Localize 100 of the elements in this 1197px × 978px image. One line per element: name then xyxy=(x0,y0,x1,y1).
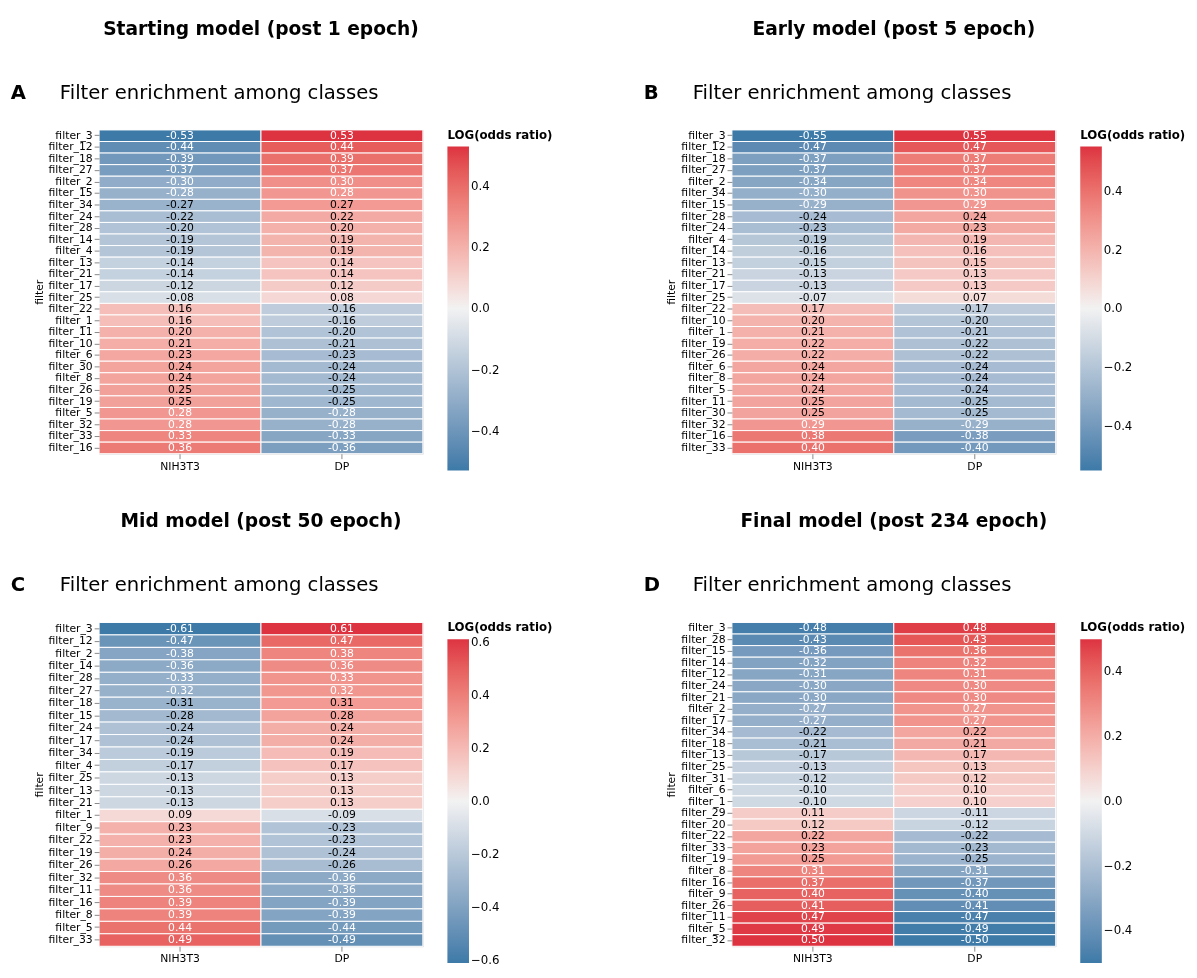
y-tick-label: filter_15 xyxy=(48,708,93,722)
y-tick-label: filter_29 xyxy=(681,806,726,820)
data-label: -0.25 xyxy=(960,406,989,420)
data-label: -0.08 xyxy=(166,290,195,304)
text: A xyxy=(10,80,27,104)
data-label: 0.10 xyxy=(962,783,987,797)
data-label: -0.25 xyxy=(960,852,989,866)
y-tick-label: filter_14 xyxy=(681,244,726,258)
data-label: 0.10 xyxy=(962,794,987,808)
data-label: 0.38 xyxy=(329,646,355,660)
y-tick-label: filter_28 xyxy=(48,671,93,685)
y-tick-label: filter_8 xyxy=(55,371,93,385)
data-label: 0.36 xyxy=(168,883,193,897)
data-label: -0.30 xyxy=(798,679,827,693)
y-tick-label: filter_13 xyxy=(681,748,726,762)
data-label: 0.08 xyxy=(329,290,355,304)
data-label: 0.37 xyxy=(962,163,987,177)
data-label: 0.30 xyxy=(962,186,987,200)
color-bar-label: 0.4 xyxy=(1103,664,1123,679)
y-tick-label: filter_18 xyxy=(681,736,726,750)
data-label: 0.22 xyxy=(800,348,825,362)
color-bar-label: 0.0 xyxy=(470,301,490,316)
data-label: -0.30 xyxy=(166,174,195,188)
y-tick-label: filter_22 xyxy=(681,829,726,843)
data-label: -0.13 xyxy=(166,783,194,797)
data-label: 0.24 xyxy=(329,721,355,735)
y-tick-label: filter_25 xyxy=(48,771,93,785)
y-tick-label: filter_3 xyxy=(55,621,93,635)
data-label: 0.37 xyxy=(329,163,354,177)
y-tick-label: filter_34 xyxy=(681,725,726,739)
data-label: 0.15 xyxy=(962,255,987,269)
data-label: -0.24 xyxy=(960,383,989,397)
data-label: -0.29 xyxy=(798,198,827,212)
data-label: 0.50 xyxy=(800,933,826,947)
data-label: -0.13 xyxy=(166,795,194,809)
color-bar-label: 0.4 xyxy=(470,687,490,702)
color-bar-title: LOG(odds ratio) xyxy=(1080,620,1186,635)
data-label: -0.37 xyxy=(166,163,194,177)
data-label: -0.27 xyxy=(798,702,827,716)
data-label: -0.32 xyxy=(166,683,194,697)
y-tick-label: filter_26 xyxy=(681,348,726,362)
data-label: -0.36 xyxy=(327,440,357,454)
color-bar-label: −0.2 xyxy=(470,362,500,377)
y-tick-label: filter_21 xyxy=(48,267,93,281)
data-label: 0.12 xyxy=(962,771,987,785)
data-label: 0.55 xyxy=(962,128,987,142)
data-label: -0.22 xyxy=(166,209,194,223)
data-label: -0.31 xyxy=(166,696,194,710)
data-label: 0.13 xyxy=(962,759,987,773)
data-label: -0.19 xyxy=(166,244,195,258)
data-label: -0.23 xyxy=(798,221,827,235)
data-label: -0.37 xyxy=(960,875,989,889)
y-tick-label: filter_34 xyxy=(681,186,726,200)
data-label: 0.29 xyxy=(962,198,987,212)
data-label: -0.20 xyxy=(960,313,989,327)
data-label: 0.27 xyxy=(962,702,987,716)
data-label: -0.61 xyxy=(166,621,194,635)
data-label: -0.40 xyxy=(960,887,989,901)
data-label: 0.25 xyxy=(168,394,193,408)
data-label: 0.20 xyxy=(168,325,193,339)
data-label: -0.28 xyxy=(327,406,357,420)
data-label: 0.12 xyxy=(800,817,825,831)
data-label: -0.21 xyxy=(798,736,827,750)
x-tick-label: DP xyxy=(334,459,350,473)
data-label: -0.33 xyxy=(166,671,194,685)
y-tick-label: filter_9 xyxy=(688,887,726,901)
y-tick-label: filter_27 xyxy=(681,163,726,177)
y-tick-label: filter_20 xyxy=(681,817,726,831)
text: B xyxy=(643,80,659,104)
color-bar-label: 0.0 xyxy=(1103,793,1123,808)
x-tick-label: NIH3T3 xyxy=(793,459,833,473)
data-label: 0.21 xyxy=(800,325,825,339)
chart-title: Mid model (post 50 epoch) xyxy=(120,510,402,532)
data-label: -0.25 xyxy=(960,394,989,408)
data-label: -0.16 xyxy=(798,244,827,258)
text: C xyxy=(10,573,26,597)
data-label: 0.23 xyxy=(168,348,193,362)
data-label: 0.39 xyxy=(329,151,355,165)
data-label: 0.07 xyxy=(962,290,987,304)
data-label: 0.13 xyxy=(962,278,987,292)
data-label: 0.27 xyxy=(329,198,354,212)
data-label: -0.16 xyxy=(327,313,357,327)
y-tick-label: filter_3 xyxy=(688,128,726,142)
data-label: -0.50 xyxy=(960,933,989,947)
y-tick-label: filter_3 xyxy=(55,128,93,142)
data-label: -0.13 xyxy=(798,278,827,292)
data-label: 0.16 xyxy=(168,302,193,316)
y-axis-title: filter xyxy=(665,279,679,305)
color-bar-label: 0.4 xyxy=(470,179,490,194)
data-label: 0.22 xyxy=(962,725,987,739)
data-label: -0.13 xyxy=(798,759,827,773)
data-label: -0.23 xyxy=(960,840,989,854)
data-label: 0.24 xyxy=(168,845,193,859)
y-tick-label: filter_16 xyxy=(48,895,93,909)
y-tick-label: filter_11 xyxy=(681,394,726,408)
data-label: 0.44 xyxy=(168,920,193,934)
data-label: 0.36 xyxy=(168,440,193,454)
data-label: -0.49 xyxy=(327,932,357,946)
data-label: -0.24 xyxy=(166,733,195,747)
y-tick-label: filter_6 xyxy=(688,783,726,797)
